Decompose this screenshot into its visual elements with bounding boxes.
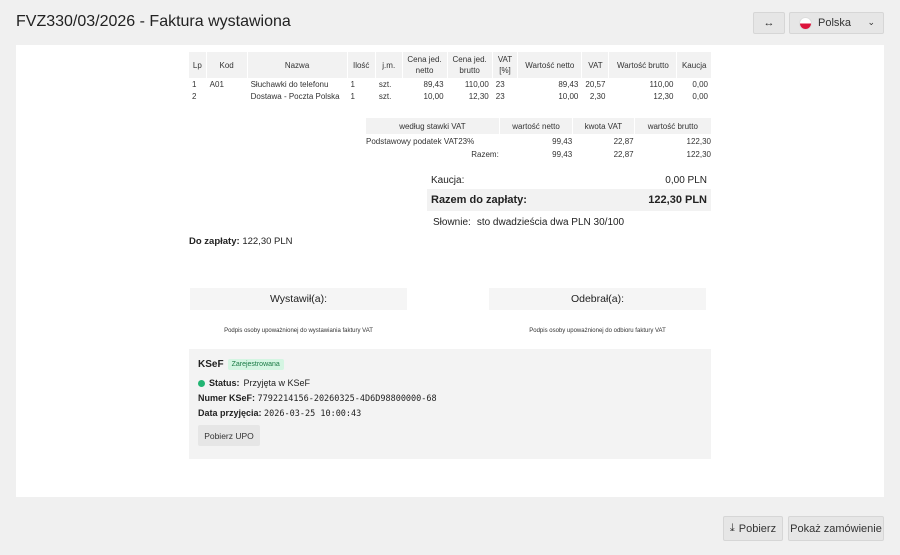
table-cell: szt. xyxy=(378,80,392,89)
deposit-row: Kaucja: 0,00 PLN xyxy=(427,175,711,186)
deposit-value: 0,00 PLN xyxy=(665,175,707,186)
status-value: Przyjęta w KSeF xyxy=(243,378,311,388)
table-cell: 22,87 xyxy=(613,136,634,146)
table-row: 2 Dostawa - Poczta Polska 1 szt. 10,00 12,30 2… xyxy=(189,91,711,102)
download-upo-button[interactable]: Pobierz UPO xyxy=(198,425,260,446)
table-cell: 12,30 xyxy=(653,92,674,101)
total-row: Razem do zapłaty: 122,30 PLN xyxy=(427,189,711,211)
table-cell: 23 xyxy=(495,80,505,89)
amount-due-label: Do zapłaty: xyxy=(189,236,240,247)
column-header: Lp xyxy=(189,52,206,78)
table-cell: 10,00 xyxy=(558,92,579,101)
amount-due: Do zapłaty: 122,30 PLN xyxy=(189,236,293,247)
table-cell: 2,30 xyxy=(589,92,606,101)
table-cell: 23 xyxy=(495,92,505,101)
deposit-label: Kaucja: xyxy=(431,175,465,186)
ksef-number-label: Numer KSeF: xyxy=(198,393,256,403)
table-cell: 12,30 xyxy=(468,92,489,101)
expand-button[interactable]: ↔ xyxy=(753,12,785,34)
status-badge: Zarejestrowana xyxy=(227,359,284,370)
ksef-panel: KSeF Zarejestrowana Status: Przyjęta w K… xyxy=(189,349,711,459)
column-header: Cena jed. brutto xyxy=(447,52,492,78)
column-header: wartość netto xyxy=(499,118,573,134)
total-value: 122,30 PLN xyxy=(648,194,707,206)
page-title: FVZ330/03/2026 - Faktura wystawiona xyxy=(16,13,291,30)
column-header: Kaucja xyxy=(677,52,711,78)
table-cell: 89,43 xyxy=(423,80,444,89)
column-header: wartość brutto xyxy=(634,118,711,134)
status-dot-icon xyxy=(198,379,205,387)
table-cell: 2 xyxy=(192,92,197,101)
download-icon: ⤓ xyxy=(729,522,735,534)
acceptance-date-label: Data przyjęcia: xyxy=(198,408,262,418)
amount-due-value: 122,30 PLN xyxy=(242,236,293,247)
table-cell xyxy=(207,91,247,102)
table-cell: 110,00 xyxy=(649,80,674,89)
table-cell: 1 xyxy=(350,92,355,101)
chevron-down-icon: ⌄ xyxy=(867,17,875,27)
receiver-signature-box: Odebrał(a): xyxy=(489,288,706,310)
table-row: 1 A01 Słuchawki do telefonu 1 szt. 89,43 110,0… xyxy=(189,79,711,90)
in-words-label: Słownie: xyxy=(433,217,471,228)
acceptance-date-value: 2026-03-25 10:00:43 xyxy=(264,409,362,419)
issuer-signature-box: Wystawił(a): xyxy=(190,288,407,310)
column-header: kwota VAT xyxy=(573,118,634,134)
table-cell: 1 xyxy=(192,80,197,89)
poland-flag-icon xyxy=(799,16,812,30)
table-cell: 20,57 xyxy=(585,80,606,89)
receiver-caption: Podpis osoby upoważnionej do odbioru fak… xyxy=(529,328,666,334)
table-cell: Słuchawki do telefonu xyxy=(250,80,329,89)
ksef-title: KSeF xyxy=(198,359,224,370)
country-select[interactable]: Polska ⌄ xyxy=(789,12,884,34)
column-header: VAT [%] xyxy=(492,52,518,78)
table-cell: 1 xyxy=(350,80,355,89)
table-cell: 22,87 xyxy=(613,149,634,159)
download-label: Pobierz xyxy=(738,522,777,535)
table-cell: 110,00 xyxy=(464,80,489,89)
country-label: Polska xyxy=(818,17,852,29)
table-cell: 122,30 xyxy=(686,149,711,159)
items-table: Lp Kod Nazwa Ilość j.m. Cena jed. netto Cena j… xyxy=(188,51,712,103)
column-header: według stawki VAT xyxy=(366,118,499,134)
table-cell: 122,30 xyxy=(686,136,711,146)
download-button[interactable]: ⤓ Pobierz xyxy=(723,516,783,541)
in-words-value: sto dwadzieścia dwa PLN 30/100 xyxy=(476,217,625,228)
column-header: VAT xyxy=(582,52,609,78)
table-cell: Razem: xyxy=(471,149,499,159)
column-header: Cena jed. netto xyxy=(402,52,447,78)
column-header: Wartość netto xyxy=(518,52,582,78)
table-cell: 89,43 xyxy=(558,80,579,89)
total-label: Razem do zapłaty: xyxy=(431,194,527,206)
show-order-button[interactable]: Pokaż zamówienie xyxy=(788,516,884,541)
table-row: Podstawowy podatek VAT23% 99,43 22,87 122,3… xyxy=(366,135,711,147)
status-label: Status: xyxy=(209,378,240,388)
column-header: Kod xyxy=(206,52,247,78)
vat-summary-table: według stawki VAT wartość netto kwota VAT w… xyxy=(365,117,712,161)
expand-icon: ↔ xyxy=(763,17,775,29)
table-cell: Podstawowy podatek VAT23% xyxy=(366,136,475,146)
table-cell: 10,00 xyxy=(423,92,444,101)
table-cell: 99,43 xyxy=(552,149,573,159)
column-header: Ilość xyxy=(347,52,375,78)
column-header: j.m. xyxy=(375,52,402,78)
table-cell: 0,00 xyxy=(692,92,708,101)
in-words-row: Słownie: sto dwadzieścia dwa PLN 30/100 xyxy=(427,217,711,228)
table-cell: szt. xyxy=(378,92,392,101)
table-cell: 99,43 xyxy=(552,136,573,146)
table-cell: A01 xyxy=(209,80,224,89)
table-row: Razem: 99,43 22,87 122,30 xyxy=(366,148,711,160)
ksef-number-value: 7792214156-20260325-4D6D98800000-68 xyxy=(257,394,437,404)
table-cell: Dostawa - Poczta Polska xyxy=(250,92,340,101)
issuer-caption: Podpis osoby upoważnionej do wystawiania… xyxy=(224,328,373,334)
column-header: Nazwa xyxy=(247,52,347,78)
table-cell: 0,00 xyxy=(692,80,708,89)
column-header: Wartość brutto xyxy=(609,52,677,78)
